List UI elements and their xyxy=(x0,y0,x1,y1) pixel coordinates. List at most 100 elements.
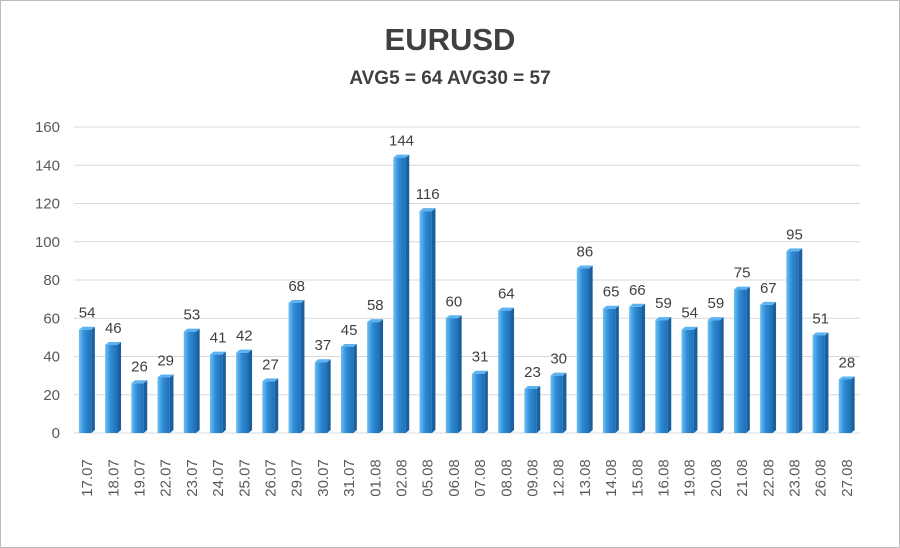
bar-top xyxy=(314,359,331,363)
bar-top xyxy=(471,370,488,374)
bar-side xyxy=(300,299,305,433)
bar xyxy=(340,343,357,433)
bar-front xyxy=(498,310,511,433)
bar xyxy=(314,359,331,433)
data-label: 51 xyxy=(812,310,829,327)
bar-side xyxy=(91,326,95,433)
x-tick-label: 23.08 xyxy=(787,459,804,497)
data-label: 66 xyxy=(629,282,646,299)
data-label: 54 xyxy=(681,305,698,322)
bar-top xyxy=(838,376,855,380)
data-label: 116 xyxy=(416,186,440,203)
bar-side xyxy=(667,317,672,433)
bar-side xyxy=(196,328,200,433)
bar-side xyxy=(327,359,331,433)
x-tick-label: 16.08 xyxy=(656,459,673,497)
y-tick-label: 60 xyxy=(43,310,60,327)
bar-front xyxy=(812,335,825,433)
x-tick-label: 05.08 xyxy=(420,459,437,497)
bar xyxy=(131,380,148,433)
bar xyxy=(157,374,174,433)
x-tick-label: 29.07 xyxy=(289,459,306,497)
x-tick-label: 07.08 xyxy=(472,459,489,497)
bar xyxy=(550,372,567,433)
bar-side xyxy=(589,265,593,433)
bar xyxy=(471,370,488,433)
bar xyxy=(288,299,305,433)
x-tick-label: 23.07 xyxy=(184,459,201,497)
bar-front xyxy=(838,379,852,433)
x-tick-label: 15.08 xyxy=(629,459,646,497)
bar-front xyxy=(131,383,144,433)
x-tick-label: 12.08 xyxy=(551,459,568,497)
bar xyxy=(236,349,253,433)
bar xyxy=(78,326,95,433)
bar-top xyxy=(760,301,777,305)
bar-top xyxy=(550,372,567,376)
bar xyxy=(419,208,436,433)
x-tick-label: 24.07 xyxy=(210,459,227,497)
bar-front xyxy=(78,329,92,433)
bar-side xyxy=(117,342,122,433)
x-tick-label: 21.08 xyxy=(734,459,751,497)
chart-subtitle: AVG5 = 64 AVG30 = 57 xyxy=(349,68,551,89)
bar-front xyxy=(262,381,275,433)
bar-top xyxy=(105,342,122,346)
data-label: 58 xyxy=(367,297,384,314)
bar-side xyxy=(824,332,829,433)
data-label: 59 xyxy=(655,295,672,312)
bar-front xyxy=(236,352,249,433)
chart-title: EURUSD xyxy=(384,22,516,57)
data-label: 60 xyxy=(446,293,463,310)
bar-top xyxy=(445,315,462,319)
bar-top xyxy=(655,317,672,321)
bar-side xyxy=(379,319,384,433)
bar-top xyxy=(786,248,803,252)
bar xyxy=(681,326,698,433)
bar xyxy=(707,317,724,433)
bar-top xyxy=(183,328,200,332)
x-tick-label: 14.08 xyxy=(603,459,620,497)
x-tick-label: 06.08 xyxy=(446,459,463,497)
bar-side xyxy=(720,317,724,433)
bar-side xyxy=(641,303,646,433)
bar-front xyxy=(786,251,799,433)
bar xyxy=(733,286,750,433)
data-labels: 54 46 26 29 53 41 42 27 68 37 45 58 144 116 60 31 64 23 30… xyxy=(79,133,855,381)
bar xyxy=(393,154,410,433)
bar-front xyxy=(550,375,563,433)
bar-side xyxy=(510,307,515,433)
data-label: 23 xyxy=(524,364,541,381)
y-tick-label: 0 xyxy=(52,425,60,442)
bar-side xyxy=(248,349,253,433)
x-tick-label: 13.08 xyxy=(577,459,594,497)
bar-top xyxy=(367,319,384,323)
y-tick-label: 100 xyxy=(35,234,60,251)
bar-side xyxy=(562,372,567,433)
bar xyxy=(524,386,541,433)
x-tick-label: 27.08 xyxy=(839,459,856,497)
bar-side xyxy=(405,154,410,433)
bar xyxy=(786,248,803,433)
bar-top xyxy=(157,374,174,378)
bar-front xyxy=(760,304,773,433)
data-label: 54 xyxy=(79,305,96,322)
bar-front xyxy=(419,211,432,433)
bar xyxy=(576,265,593,433)
y-tick-label: 80 xyxy=(43,272,60,289)
bar-front xyxy=(576,268,590,433)
bars xyxy=(78,154,855,433)
x-tick-label: 30.07 xyxy=(315,459,332,497)
bar-front xyxy=(393,157,406,433)
bar-front xyxy=(707,320,721,433)
bar xyxy=(602,305,619,433)
bar xyxy=(262,378,279,433)
bar-front xyxy=(288,302,301,433)
data-label: 42 xyxy=(236,328,253,345)
bar-top xyxy=(209,351,226,355)
bar-top xyxy=(340,343,357,347)
bar-top xyxy=(236,349,253,353)
bar-side xyxy=(772,301,777,433)
bar-front xyxy=(314,362,328,433)
